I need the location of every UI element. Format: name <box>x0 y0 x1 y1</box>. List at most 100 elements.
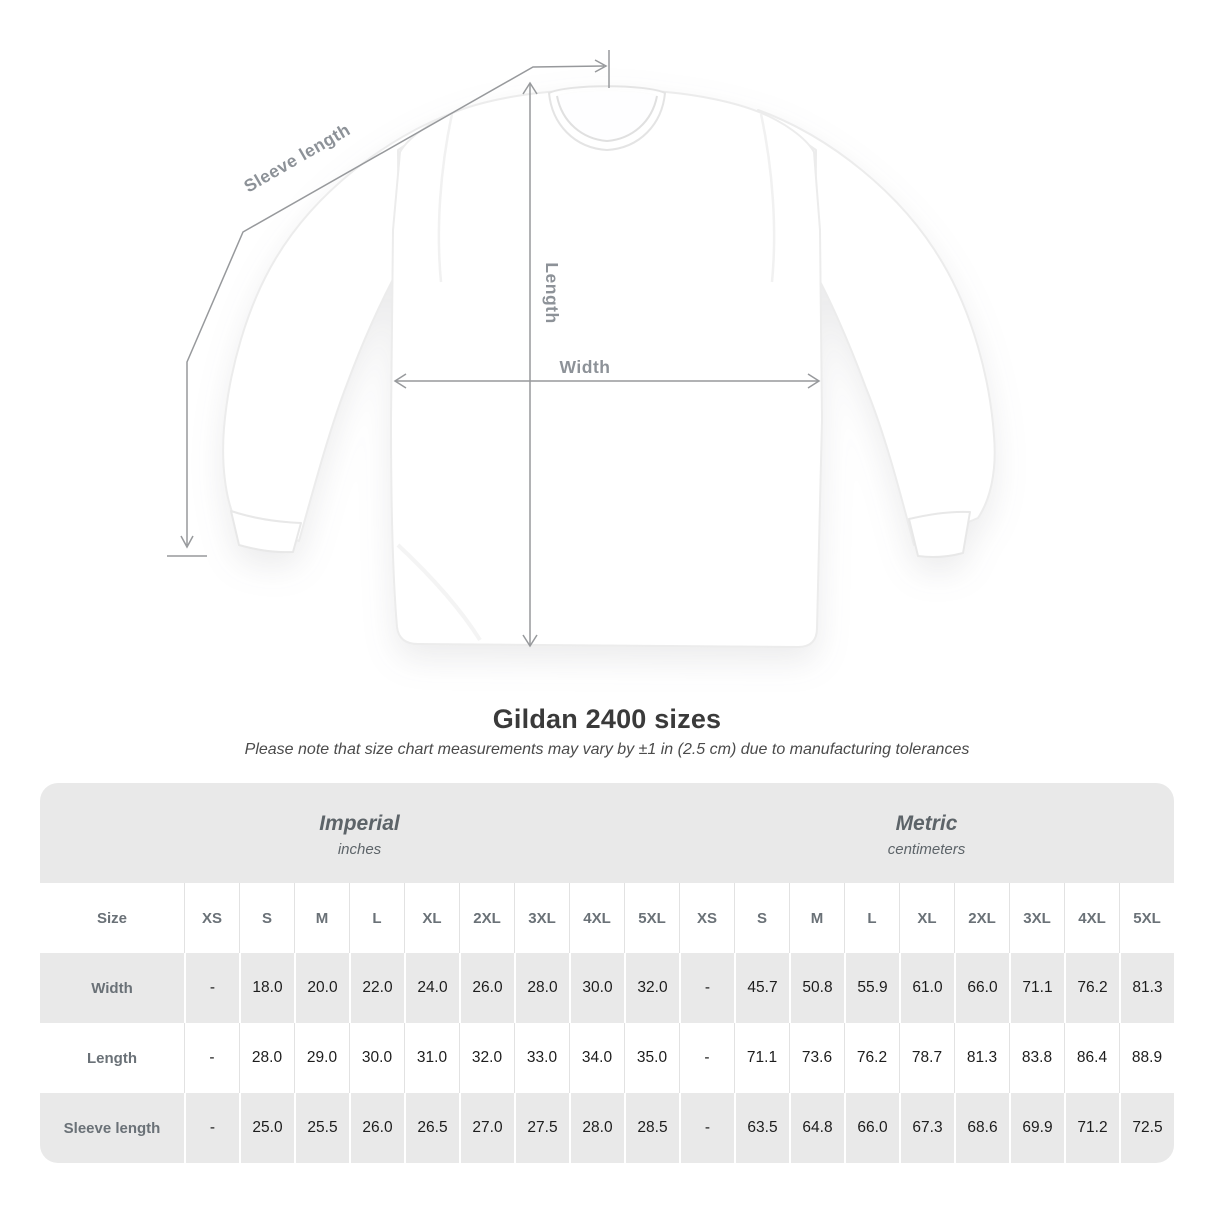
table-cell: 50.8 <box>789 953 844 1023</box>
size-header-imperial-l: L <box>349 883 404 953</box>
table-cell: 63.5 <box>734 1093 789 1163</box>
length-arrow-up-icon <box>522 81 538 95</box>
width-label: Width <box>560 357 611 377</box>
sleeve-length-line <box>186 65 605 545</box>
tolerance-note: Please note that size chart measurements… <box>244 741 970 758</box>
unit-group-metric: Metric centimeters <box>679 783 1174 883</box>
table-cell: 81.3 <box>1119 953 1174 1023</box>
length-arrow-down-icon <box>522 634 538 648</box>
table-cell: 30.0 <box>349 1023 404 1093</box>
size-header-metric-4xl: 4XL <box>1064 883 1119 953</box>
table-cell: 78.7 <box>899 1023 954 1093</box>
table-cell: 86.4 <box>1064 1023 1119 1093</box>
shirt-diagram-svg: Sleeve length Length Width <box>167 50 996 648</box>
table-cell: 71.1 <box>734 1023 789 1093</box>
unit-group-unit: centimeters <box>887 841 966 858</box>
table-cell: 76.2 <box>844 1023 899 1093</box>
table-cell: 88.9 <box>1119 1023 1174 1093</box>
size-column-header: Size <box>40 883 184 953</box>
shirt-seam-right <box>759 113 776 283</box>
table-cell: 27.5 <box>514 1093 569 1163</box>
table-cell: - <box>184 1093 239 1163</box>
table-cell: 26.5 <box>404 1093 459 1163</box>
table-cell: 31.0 <box>404 1023 459 1093</box>
table-cell: 33.0 <box>514 1023 569 1093</box>
table-cell: - <box>679 1093 734 1163</box>
table-cell: 26.0 <box>459 953 514 1023</box>
size-header-metric-3xl: 3XL <box>1009 883 1064 953</box>
table-cell: 25.5 <box>294 1093 349 1163</box>
size-header-metric-5xl: 5XL <box>1119 883 1174 953</box>
width-arrow-right-icon <box>807 373 821 389</box>
table-cell: 68.6 <box>954 1093 1009 1163</box>
shirt-neckline <box>556 95 658 143</box>
shirt-measurement-diagram: Sleeve length Length Width <box>167 50 996 648</box>
table-cell: - <box>679 1023 734 1093</box>
size-header-imperial-2xl: 2XL <box>459 883 514 953</box>
table-cell: 81.3 <box>954 1023 1009 1093</box>
table-cell: 73.6 <box>789 1023 844 1093</box>
measurement-lines <box>167 50 821 648</box>
table-row-sleeve-length: Sleeve length - 25.0 25.5 26.0 26.5 27.0… <box>40 1093 1174 1163</box>
shirt-right-cuff <box>908 510 971 558</box>
size-header-row: Size XS S M L XL 2XL 3XL 4XL 5XL XS S M … <box>40 883 1174 953</box>
size-header-imperial-m: M <box>294 883 349 953</box>
length-label: Length <box>542 262 562 323</box>
table-cell: 32.0 <box>459 1023 514 1093</box>
sleeve-length-arrow-right-icon <box>594 59 608 73</box>
table-cell: 24.0 <box>404 953 459 1023</box>
table-cell: 18.0 <box>239 953 294 1023</box>
table-cell: 22.0 <box>349 953 404 1023</box>
table-cell: 67.3 <box>899 1093 954 1163</box>
size-header-imperial-4xl: 4XL <box>569 883 624 953</box>
row-label: Sleeve length <box>40 1093 184 1163</box>
table-cell: 66.0 <box>954 953 1009 1023</box>
table-cell: 28.0 <box>569 1093 624 1163</box>
table-cell: 55.9 <box>844 953 899 1023</box>
shirt-graphic <box>222 85 996 648</box>
size-table: Imperial inches Metric centimeters Size … <box>40 783 1174 1163</box>
table-cell: 64.8 <box>789 1093 844 1163</box>
table-cell: 26.0 <box>349 1093 404 1163</box>
size-header-metric-xs: XS <box>679 883 734 953</box>
width-arrow-left-icon <box>393 373 407 389</box>
shirt-wrinkle <box>396 543 482 642</box>
table-row-width: Width - 18.0 20.0 22.0 24.0 26.0 28.0 30… <box>40 953 1174 1023</box>
table-cell: 30.0 <box>569 953 624 1023</box>
unit-header-band: Imperial inches Metric centimeters <box>40 783 1174 883</box>
table-cell: 71.2 <box>1064 1093 1119 1163</box>
sleeve-length-arrow-down-icon <box>180 535 194 549</box>
size-header-imperial-xs: XS <box>184 883 239 953</box>
table-cell: 28.0 <box>239 1023 294 1093</box>
page-title: Gildan 2400 sizes <box>492 704 722 734</box>
unit-group-unit: inches <box>337 841 382 858</box>
row-label: Width <box>40 953 184 1023</box>
unit-group-name: Imperial <box>319 812 400 835</box>
shirt-left-cuff <box>230 510 302 554</box>
shirt-seam-left <box>437 113 454 283</box>
table-cell: 27.0 <box>459 1093 514 1163</box>
table-cell: 29.0 <box>294 1023 349 1093</box>
table-cell: - <box>679 953 734 1023</box>
table-cell: 28.0 <box>514 953 569 1023</box>
table-cell: - <box>184 1023 239 1093</box>
table-cell: 20.0 <box>294 953 349 1023</box>
size-chart-page: Sleeve length Length Width Gildan 2400 s… <box>40 50 1174 1163</box>
table-row-length: Length - 28.0 29.0 30.0 31.0 32.0 33.0 3… <box>40 1023 1174 1093</box>
table-cell: 76.2 <box>1064 953 1119 1023</box>
table-cell: 34.0 <box>569 1023 624 1093</box>
table-cell: 69.9 <box>1009 1093 1064 1163</box>
size-header-imperial-s: S <box>239 883 294 953</box>
table-cell: - <box>184 953 239 1023</box>
size-header-metric-l: L <box>844 883 899 953</box>
table-cell: 72.5 <box>1119 1093 1174 1163</box>
size-header-imperial-3xl: 3XL <box>514 883 569 953</box>
unit-group-imperial: Imperial inches <box>40 783 679 883</box>
shirt-collar-band <box>547 85 667 152</box>
size-header-imperial-5xl: 5XL <box>624 883 679 953</box>
size-header-metric-s: S <box>734 883 789 953</box>
table-cell: 83.8 <box>1009 1023 1064 1093</box>
row-label: Length <box>40 1023 184 1093</box>
table-cell: 45.7 <box>734 953 789 1023</box>
table-cell: 32.0 <box>624 953 679 1023</box>
